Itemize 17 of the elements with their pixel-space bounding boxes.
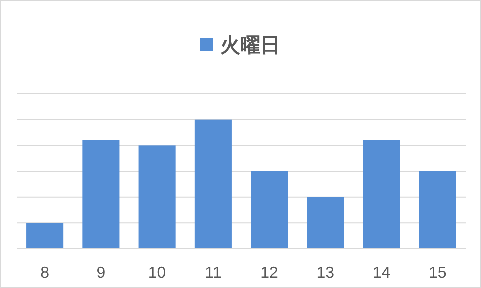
bar <box>82 140 120 249</box>
bar <box>251 172 288 249</box>
x-tick-label: 15 <box>429 265 447 282</box>
x-tick-label: 8 <box>40 265 50 282</box>
bar <box>419 172 456 249</box>
legend-label: 火曜日 <box>220 35 280 57</box>
bar <box>138 146 176 249</box>
bar <box>194 120 232 249</box>
x-tick-label: 14 <box>372 265 391 282</box>
x-tick-label: 12 <box>260 265 279 282</box>
bar <box>26 223 64 249</box>
x-tick-label: 11 <box>205 265 222 282</box>
bar <box>307 197 344 249</box>
x-tick-label: 13 <box>316 265 335 282</box>
bar <box>363 140 400 249</box>
x-tick-label: 9 <box>96 265 106 282</box>
x-tick-label: 10 <box>148 265 166 282</box>
